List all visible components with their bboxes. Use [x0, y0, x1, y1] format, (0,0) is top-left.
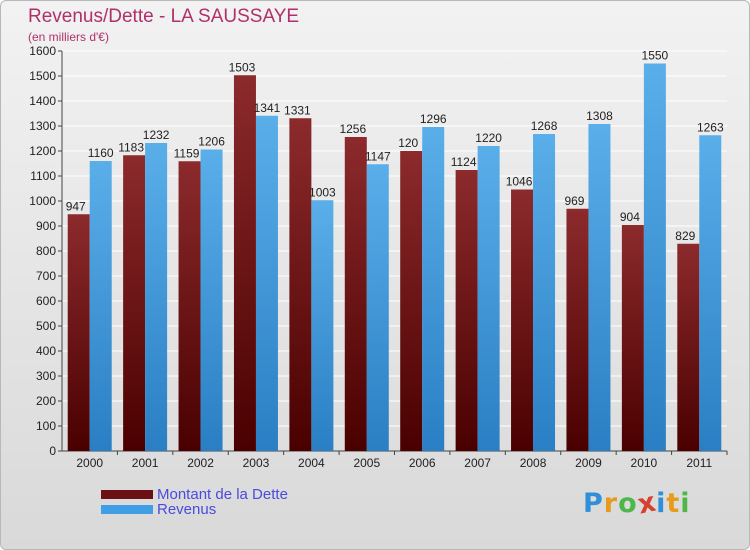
logo-letter: o	[618, 488, 638, 519]
x-tick-label: 2007	[464, 456, 491, 470]
y-tick-label: 400	[36, 344, 56, 358]
grid-lines	[62, 50, 727, 452]
bar-revenus	[699, 135, 722, 451]
data-label-dette: 904	[620, 210, 640, 224]
y-tick-label: 1100	[30, 169, 56, 183]
y-tick-label: 1000	[29, 194, 56, 208]
y-tick-label: 100	[36, 419, 56, 433]
legend-swatch-revenus	[101, 505, 153, 514]
data-label-dette: 1331	[284, 103, 311, 117]
bar-revenus	[366, 164, 389, 451]
bar-revenus	[422, 127, 445, 451]
proxiti-logo: Proxiti	[583, 486, 691, 520]
data-label-dette: 969	[564, 194, 584, 208]
logo-letter: i	[680, 488, 691, 519]
logo-letter: t	[666, 488, 681, 519]
data-label-revenus: 1550	[642, 49, 669, 63]
y-tick-label: 800	[36, 244, 56, 258]
bar-revenus	[145, 143, 168, 451]
bar-revenus	[477, 146, 500, 451]
bar-dette	[621, 225, 644, 451]
bar-dette	[344, 137, 367, 451]
bar-dette	[677, 243, 700, 451]
legend-label-debt: Montant de la Dette	[157, 486, 288, 503]
x-tick-label: 2004	[298, 456, 325, 470]
y-tick-label: 1300	[29, 119, 56, 133]
y-tick-label: 1400	[29, 94, 56, 108]
data-label-revenus: 1268	[531, 119, 558, 133]
bar-revenus	[533, 134, 556, 451]
data-label-revenus: 1308	[586, 109, 613, 123]
x-tick-label: 2009	[575, 456, 602, 470]
x-tick-label: 2001	[132, 456, 159, 470]
logo-letter: P	[583, 488, 604, 519]
bar-revenus	[255, 115, 278, 451]
data-label-dette: 120	[398, 136, 418, 150]
bar-dette	[123, 155, 146, 451]
data-label-revenus: 1160	[88, 146, 114, 160]
axes: 0 100 200 300 400 500 600 700 800 900 1000 1100 1200…	[29, 44, 728, 470]
chart-subtitle: (en milliers d'€)	[28, 30, 109, 44]
bar-dette	[178, 161, 201, 451]
y-tick-label: 900	[36, 219, 56, 233]
bar-revenus	[588, 124, 611, 451]
bar-revenus	[643, 63, 666, 451]
logo-letter: r	[603, 488, 619, 519]
bar-dette	[67, 214, 90, 451]
bar-dette	[400, 151, 423, 451]
bar-revenus	[89, 161, 112, 451]
data-label-revenus: 1206	[198, 135, 225, 149]
bar-revenus	[311, 200, 334, 451]
bar-dette	[289, 118, 312, 451]
chart-title: Revenus/Dette - LA SAUSSAYE	[28, 6, 300, 27]
y-tick-label: 500	[36, 319, 56, 333]
data-label-dette: 947	[66, 199, 86, 213]
x-tick-label: 2003	[243, 456, 270, 470]
x-tick-label: 2002	[187, 456, 214, 470]
x-tick-label: 2000	[76, 456, 103, 470]
bar-revenus	[200, 149, 223, 451]
data-label-dette: 1159	[174, 146, 200, 160]
data-label-dette: 1503	[229, 60, 256, 74]
legend-swatch-debt	[101, 490, 153, 499]
bar-dette	[455, 170, 478, 451]
x-tick-label: 2008	[520, 456, 547, 470]
bars	[67, 63, 722, 451]
logo-letter: i	[656, 488, 667, 519]
x-tick-label: 2005	[353, 456, 380, 470]
legend-label-revenus: Revenus	[157, 501, 217, 518]
x-tick-label: 2011	[686, 456, 712, 470]
data-label-revenus: 1341	[254, 101, 281, 115]
x-tick-label: 2006	[409, 456, 436, 470]
y-tick-label: 1200	[29, 144, 56, 158]
y-tick-label: 1500	[29, 69, 56, 83]
data-label-revenus: 1220	[475, 131, 502, 145]
bar-dette	[233, 75, 256, 451]
data-label-revenus: 1003	[309, 185, 336, 199]
data-label-revenus: 1232	[143, 128, 170, 142]
bar-dette	[566, 208, 589, 451]
data-label-dette: 829	[675, 229, 695, 243]
data-label-revenus: 1147	[365, 149, 391, 163]
x-tick-label: 2010	[631, 456, 658, 470]
y-tick-label: 600	[36, 294, 56, 308]
y-tick-label: 300	[36, 369, 56, 383]
data-label-revenus: 1263	[697, 120, 724, 134]
y-tick-label: 700	[36, 269, 56, 283]
y-tick-label: 200	[36, 394, 56, 408]
data-label-dette: 1183	[118, 140, 144, 154]
data-label-dette: 1124	[451, 155, 477, 169]
y-tick-label: 0	[49, 444, 56, 458]
data-label-revenus: 1296	[420, 112, 447, 126]
data-label-dette: 1256	[339, 122, 366, 136]
data-label-dette: 1046	[506, 175, 533, 189]
y-tick-label: 1600	[29, 44, 56, 58]
bar-dette	[511, 189, 534, 451]
